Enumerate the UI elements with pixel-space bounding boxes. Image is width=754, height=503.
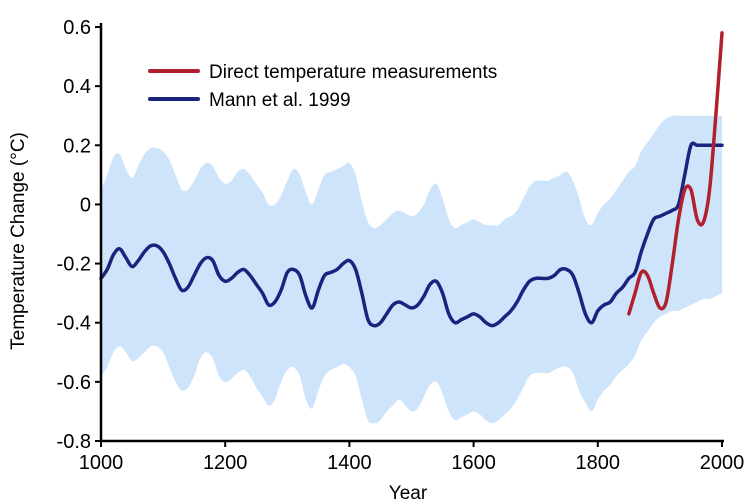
y-tick-label: 0 bbox=[80, 194, 91, 216]
y-tick-label: -0.4 bbox=[57, 313, 91, 335]
x-tick-label: 2000 bbox=[700, 452, 745, 474]
x-tick-label: 1600 bbox=[451, 452, 496, 474]
series-layer bbox=[99, 31, 724, 328]
y-tick-label: 0.2 bbox=[63, 135, 91, 157]
legend: Direct temperature measurements Mann et … bbox=[148, 62, 497, 111]
x-axis-title: Year bbox=[389, 483, 428, 503]
x-ticks: 1000 1200 1400 1600 1800 2000 bbox=[79, 441, 745, 474]
series-mann-1999-line bbox=[99, 141, 724, 328]
y-tick-label: 0.6 bbox=[63, 17, 91, 39]
x-tick-label: 1000 bbox=[79, 452, 124, 474]
x-tick-label: 1400 bbox=[327, 452, 372, 474]
legend-label-mann-1999: Mann et al. 1999 bbox=[209, 90, 351, 111]
y-tick-label: -0.2 bbox=[57, 254, 91, 276]
y-tick-label: -0.8 bbox=[57, 431, 91, 453]
series-direct-measurements-line bbox=[627, 31, 724, 316]
y-axis-title: Temperature Change (°C) bbox=[8, 132, 29, 350]
y-tick-label: 0.4 bbox=[63, 76, 91, 98]
y-ticks: 0.6 0.4 0.2 0 -0.2 -0.4 -0.6 -0.8 bbox=[57, 17, 101, 453]
legend-label-direct-measurements: Direct temperature measurements bbox=[209, 62, 497, 83]
x-tick-label: 1200 bbox=[203, 452, 248, 474]
y-tick-label: -0.6 bbox=[57, 372, 91, 394]
x-tick-label: 1800 bbox=[576, 452, 621, 474]
uncertainty-band bbox=[101, 115, 722, 424]
